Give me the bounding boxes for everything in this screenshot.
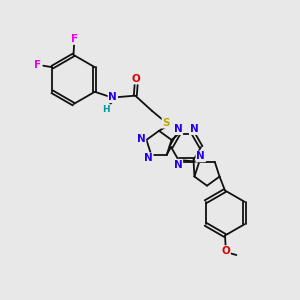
Text: N: N	[144, 153, 153, 163]
Text: N: N	[173, 160, 182, 170]
Text: F: F	[34, 60, 41, 70]
Text: S: S	[163, 118, 170, 128]
Text: N: N	[173, 124, 182, 134]
Text: F: F	[70, 34, 78, 44]
Text: N: N	[137, 134, 146, 144]
Text: N: N	[190, 124, 199, 134]
Text: N: N	[108, 92, 117, 102]
Text: N: N	[196, 152, 205, 161]
Text: H: H	[102, 105, 110, 114]
Text: O: O	[132, 74, 141, 84]
Text: O: O	[221, 246, 230, 256]
